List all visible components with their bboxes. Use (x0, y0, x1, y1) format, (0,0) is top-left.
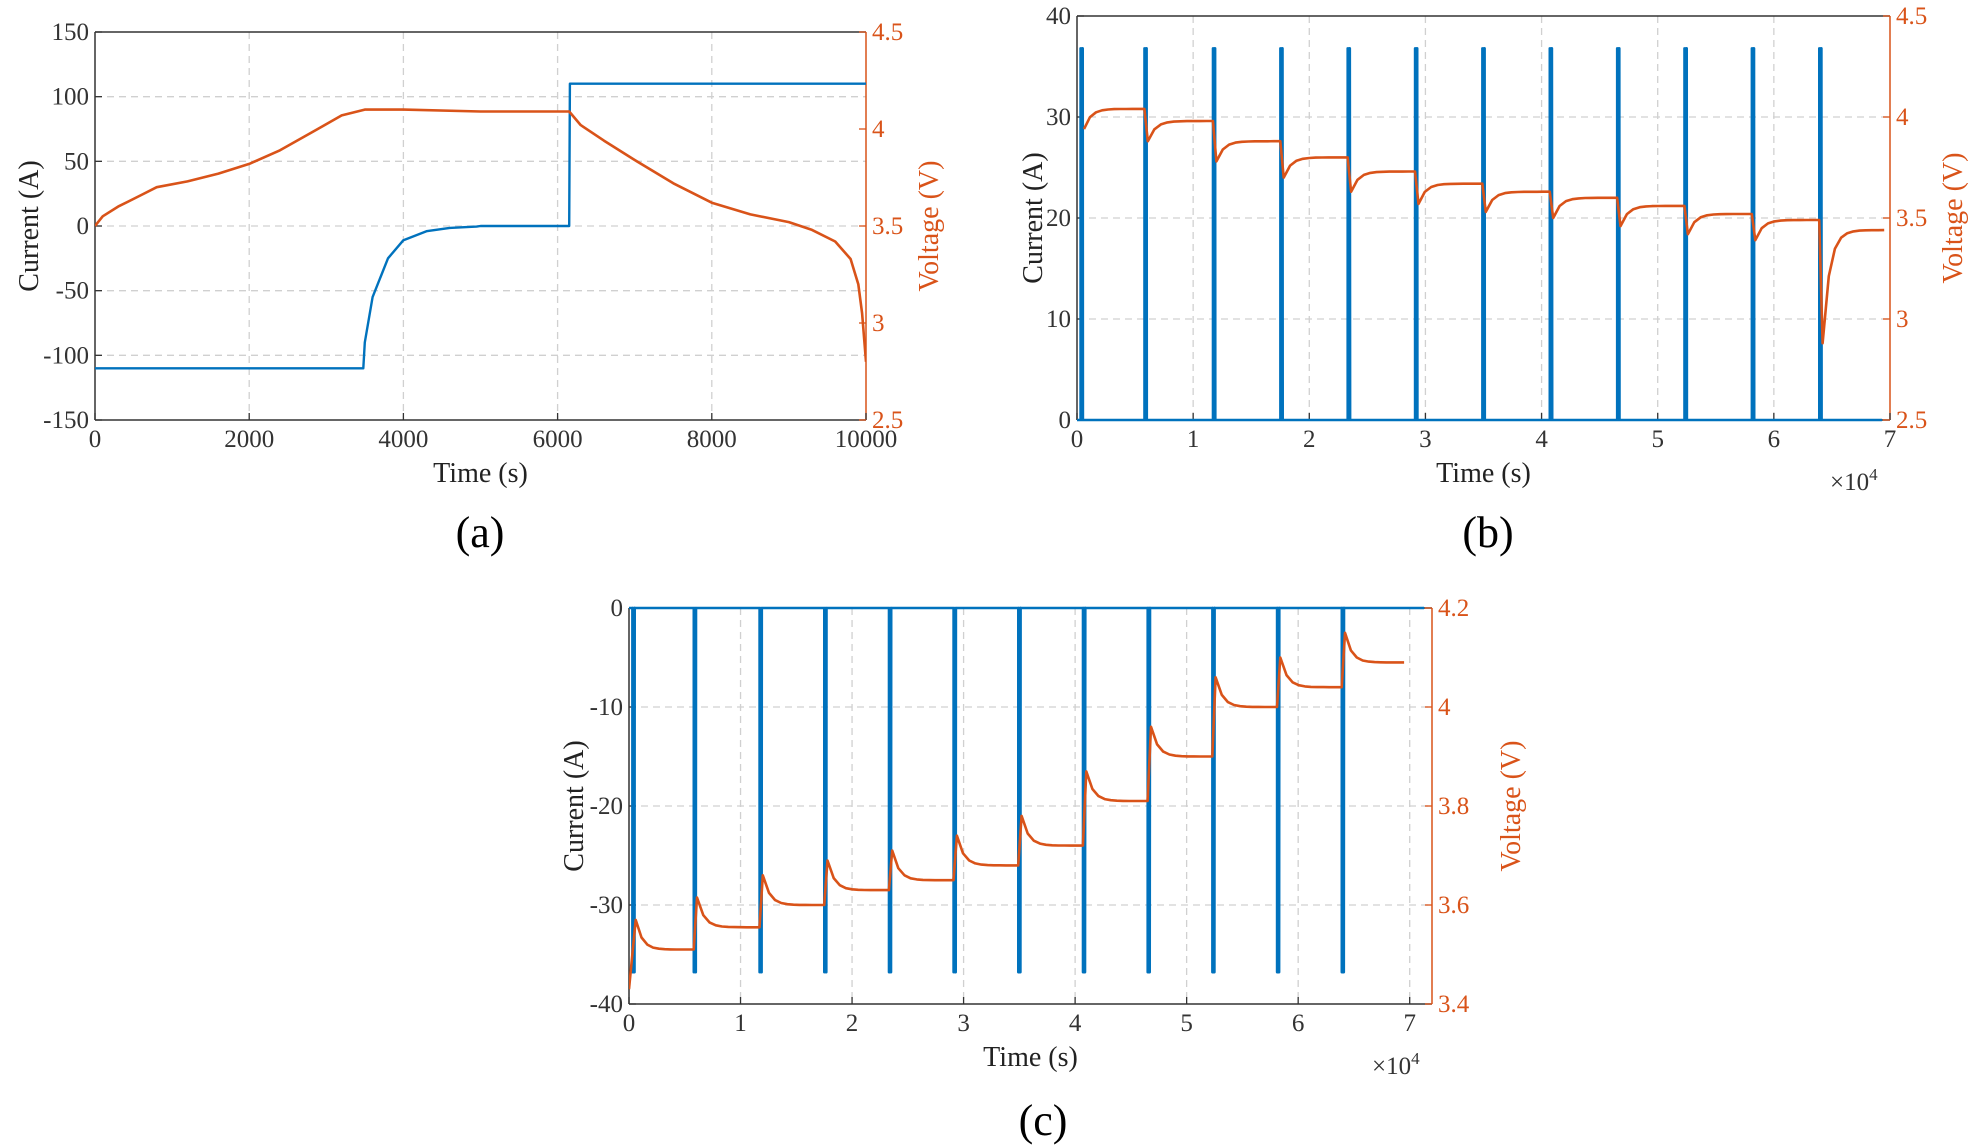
y-tick-label: 0 (1059, 407, 1072, 434)
voltage-line (629, 631, 1405, 990)
y2-tick-label: 4.5 (1896, 3, 1927, 30)
y2-axis-label: Voltage (V) (914, 161, 945, 292)
y2-tick-label: 3.5 (1896, 205, 1927, 232)
chart-a: 0 2000 4000 6000 8000 10000 -150 -100 -50 0 50 100 1… (14, 19, 945, 557)
y-tick-label: 30 (1046, 104, 1071, 131)
x-tick-label: 3 (1419, 426, 1432, 453)
y-tick-label: 0 (611, 595, 624, 622)
x-tick-label: 4 (1535, 426, 1548, 453)
y-tick-label: 100 (52, 84, 90, 111)
y2-tick-label: 3.5 (872, 213, 903, 240)
y-tick-label: 20 (1046, 205, 1071, 232)
current-line (95, 82, 866, 370)
x-tick-label: 2000 (224, 426, 274, 453)
chart-b: 0 1 2 3 4 5 6 7 0 10 20 30 40 2.5 3 3.5 4 4.5 Time (s) Curr… (1018, 3, 1969, 557)
x-exponent-label: ×104 (1372, 1049, 1420, 1080)
x-tick-label: 0 (623, 1010, 636, 1037)
y2-tick-label: 2.5 (1896, 407, 1927, 434)
y-axis-label: Current (A) (1018, 152, 1049, 283)
y2-tick-label: 4 (1896, 104, 1909, 131)
y-tick-label: 40 (1046, 3, 1071, 30)
x-axis-label: Time (s) (1436, 458, 1531, 489)
y-tick-label: -30 (590, 892, 623, 919)
y-tick-label: 0 (77, 213, 90, 240)
x-tick-label: 5 (1180, 1010, 1193, 1037)
x-axis-label: Time (s) (983, 1042, 1078, 1073)
y2-tick-label: 3 (1896, 306, 1909, 333)
y-tick-label: -100 (43, 342, 89, 369)
y-tick-label: -10 (590, 694, 623, 721)
x-tick-label: 1 (1187, 426, 1200, 453)
x-exponent-label: ×104 (1830, 465, 1878, 496)
x-tick-label: 2 (846, 1010, 859, 1037)
y2-tick-label: 3.4 (1438, 991, 1470, 1018)
y-tick-label: -150 (43, 407, 89, 434)
x-axis-label: Time (s) (433, 458, 528, 489)
x-tick-label: 0 (89, 426, 102, 453)
y-axis-label: Current (A) (14, 160, 45, 291)
x-tick-label: 6 (1292, 1010, 1305, 1037)
y-tick-label: -40 (590, 991, 623, 1018)
x-tick-label: 7 (1884, 426, 1897, 453)
y2-tick-label: 3.6 (1438, 892, 1469, 919)
x-tick-label: 4 (1069, 1010, 1082, 1037)
panel-label: (a) (456, 508, 505, 557)
y-axis-label: Current (A) (559, 740, 590, 871)
x-tick-label: 7 (1403, 1010, 1416, 1037)
y2-tick-label: 4 (1438, 694, 1451, 721)
y2-tick-label: 4 (872, 116, 885, 143)
voltage-line (95, 108, 866, 362)
y2-tick-label: 4.5 (872, 19, 903, 46)
y2-tick-label: 2.5 (872, 407, 903, 434)
x-tick-label: 10000 (835, 426, 898, 453)
current-line (629, 606, 1424, 974)
x-tick-label: 3 (957, 1010, 970, 1037)
panel-label: (c) (1019, 1096, 1068, 1145)
y-tick-label: -20 (590, 793, 623, 820)
x-tick-label: 6000 (533, 426, 583, 453)
x-tick-label: 5 (1651, 426, 1664, 453)
chart-c: 0 1 2 3 4 5 6 7 -40 -30 -20 -10 0 3.4 3.6 3.8 4 4.2 Time (… (559, 595, 1527, 1145)
x-tick-label: 2 (1303, 426, 1316, 453)
y2-tick-label: 3 (872, 310, 885, 337)
y2-tick-label: 4.2 (1438, 595, 1469, 622)
y-tick-label: 50 (64, 148, 89, 175)
y2-tick-label: 3.8 (1438, 793, 1469, 820)
x-tick-label: 4000 (378, 426, 428, 453)
current-line (1077, 47, 1882, 422)
y-tick-label: 150 (52, 19, 90, 46)
panel-label: (b) (1462, 508, 1513, 557)
x-tick-label: 1 (734, 1010, 747, 1037)
y-tick-label: 10 (1046, 306, 1071, 333)
y-tick-label: -50 (56, 278, 89, 305)
x-tick-label: 0 (1071, 426, 1084, 453)
x-tick-label: 8000 (687, 426, 737, 453)
y2-axis-label: Voltage (V) (1938, 153, 1969, 284)
y2-axis-label: Voltage (V) (1496, 741, 1527, 872)
x-tick-label: 6 (1768, 426, 1781, 453)
voltage-line (1082, 107, 1885, 345)
